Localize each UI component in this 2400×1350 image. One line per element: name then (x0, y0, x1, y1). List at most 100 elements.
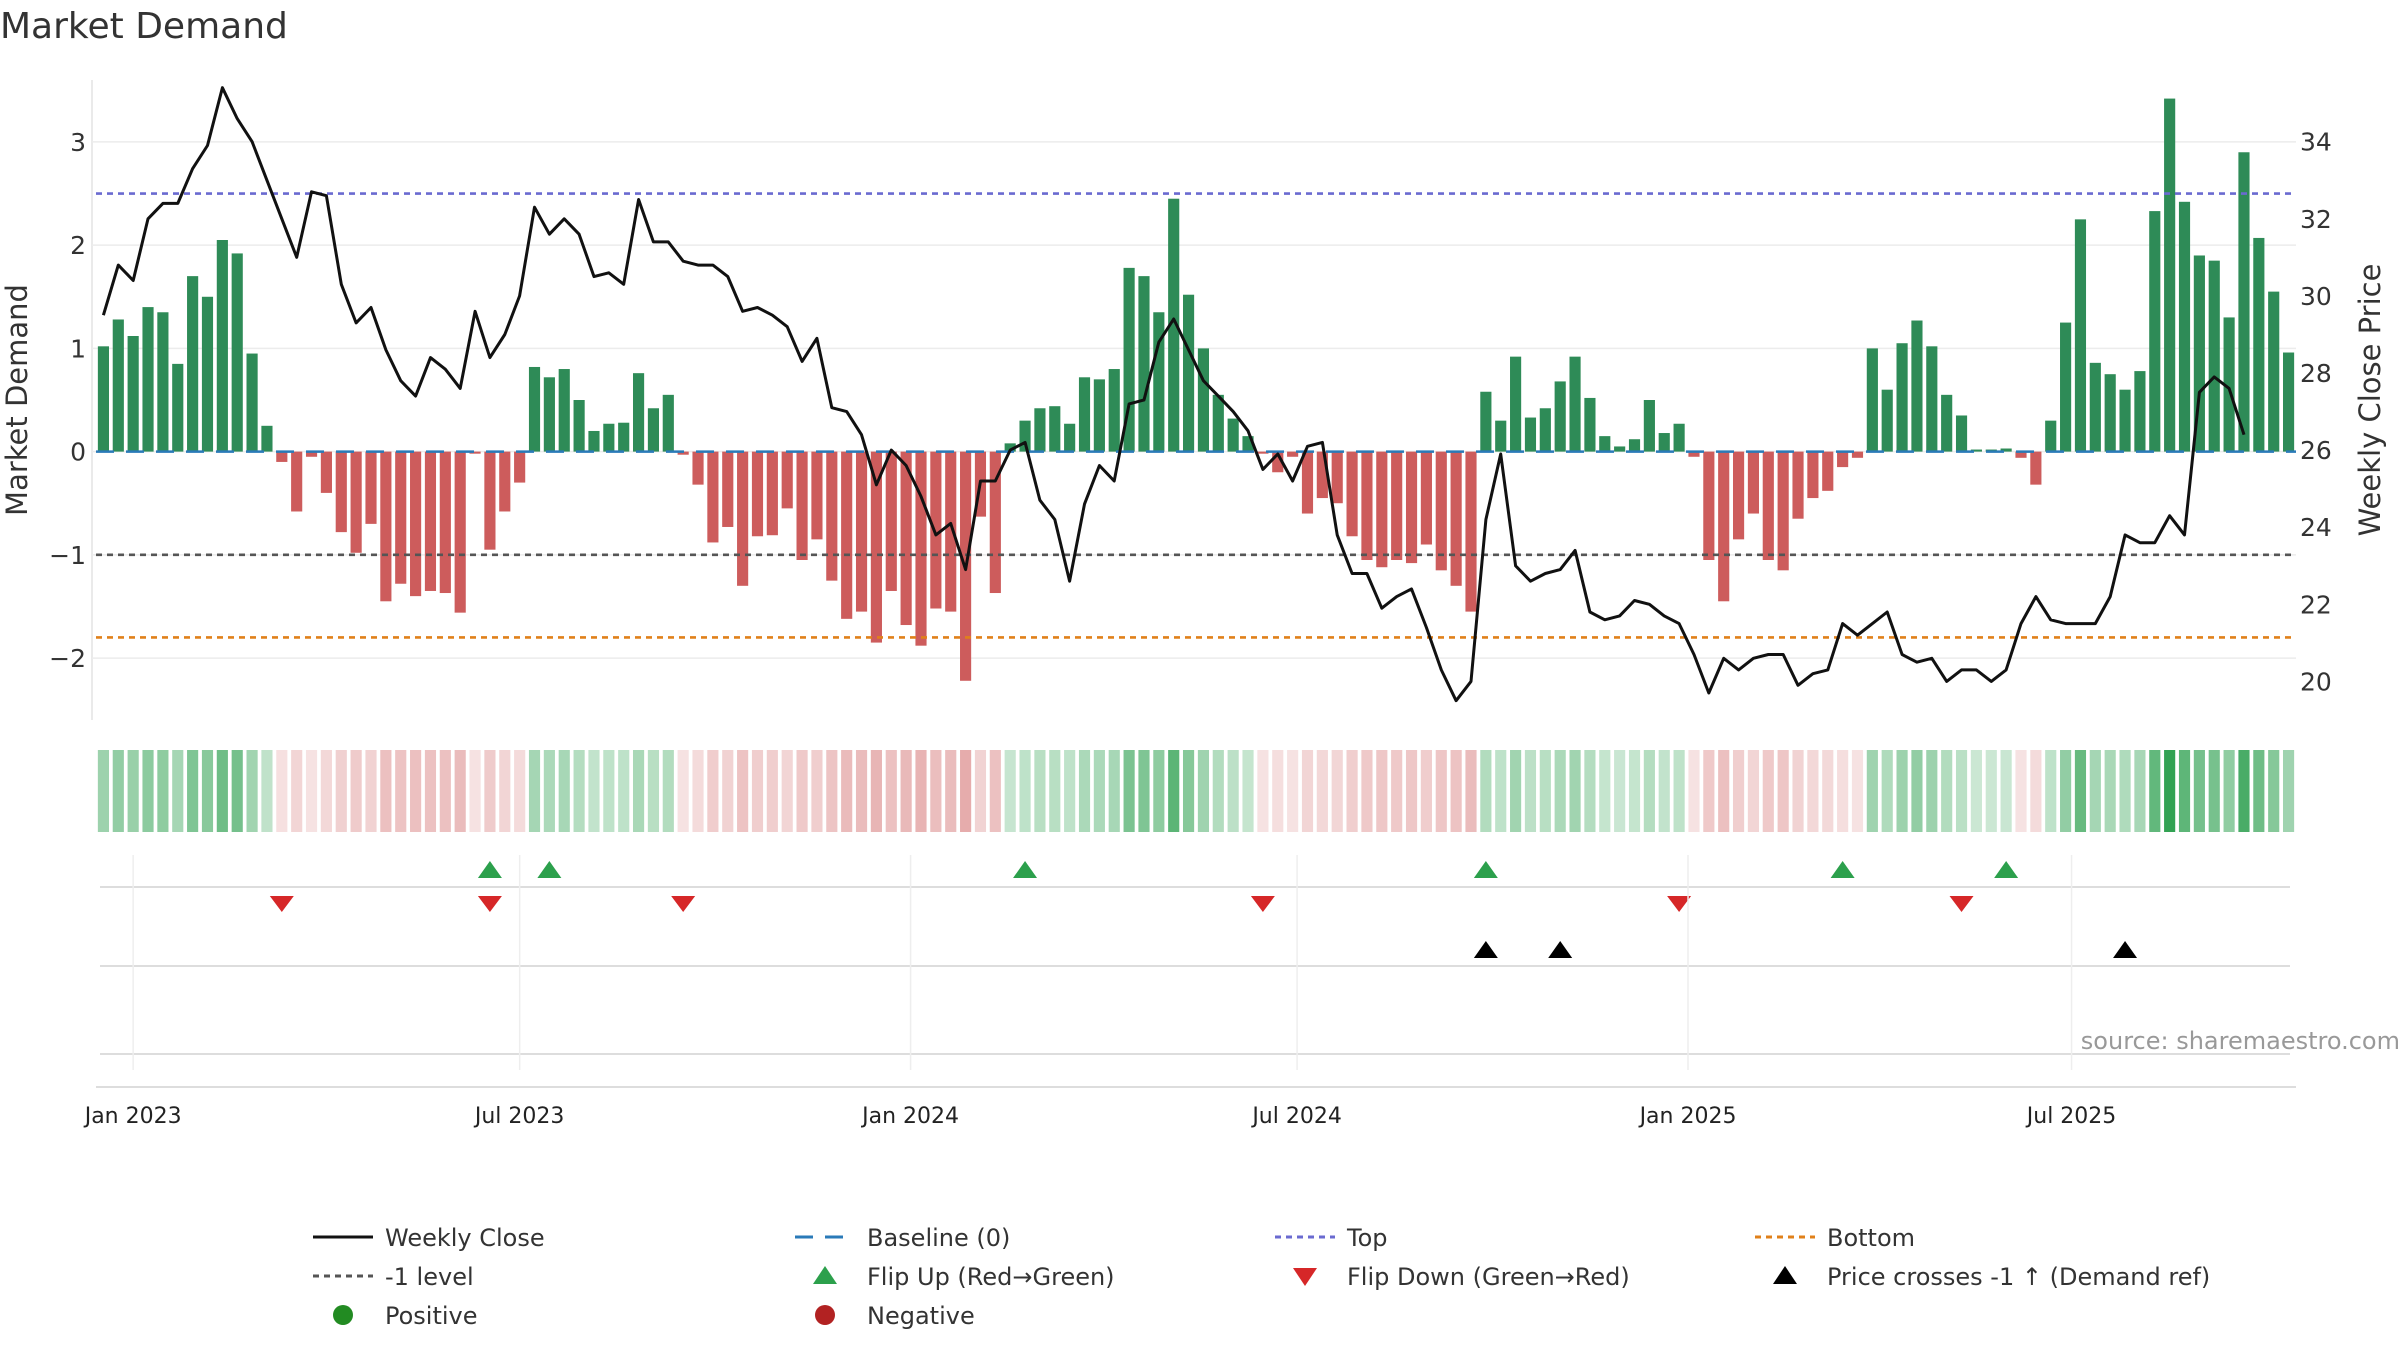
price-cross-marker (2113, 941, 2138, 958)
heat-cell-positive (1123, 750, 1135, 832)
heat-cell-positive (201, 750, 214, 832)
heat-cell-negative (885, 750, 897, 832)
heat-cell-positive (1093, 750, 1105, 832)
demand-bar-positive (112, 319, 124, 452)
chart-title: Market Demand (0, 6, 288, 47)
demand-bar-positive (127, 336, 139, 452)
heat-cell-positive (1911, 750, 1923, 832)
heat-cell-negative (1718, 750, 1730, 832)
flip-up-marker (1473, 861, 1498, 878)
heat-cell-positive (2268, 750, 2280, 832)
demand-bar-positive (1064, 423, 1076, 452)
heat-cell-negative (1807, 750, 1819, 832)
legend-item: Negative (815, 1302, 975, 1330)
heat-cell-negative (900, 750, 912, 832)
demand-bar-positive (632, 373, 645, 452)
triangle-up-icon (813, 1266, 837, 1284)
demand-bar-positive (2074, 219, 2087, 452)
demand-bar-negative (1361, 451, 1373, 560)
demand-bar-negative (781, 451, 793, 509)
demand-bar-positive (558, 369, 570, 452)
heat-cell-positive (1182, 750, 1195, 832)
demand-bar-negative (1465, 451, 1477, 612)
demand-bar-negative (350, 451, 362, 553)
heat-cell-positive (573, 750, 585, 832)
demand-bar-negative (291, 451, 303, 512)
demand-bar-negative (1703, 451, 1715, 560)
heat-cell-positive (2238, 750, 2250, 832)
demand-bar-negative (410, 451, 422, 597)
y-right-tick-label: 30 (2300, 282, 2332, 311)
legend-label: Price crosses -1 ↑ (Demand ref) (1827, 1263, 2210, 1291)
demand-bar-negative (766, 451, 778, 536)
heat-cell-positive (603, 750, 615, 832)
demand-bar-negative (1851, 451, 1864, 458)
demand-bar-negative (811, 451, 823, 540)
heat-cell-positive (1049, 750, 1061, 832)
demand-bar-positive (2134, 371, 2146, 452)
demand-bar-negative (855, 451, 868, 612)
heat-cell-positive (2000, 750, 2012, 832)
demand-bar-negative (320, 451, 332, 493)
flip-up-marker (1013, 861, 1038, 878)
demand-bar-positive (2178, 201, 2191, 452)
demand-bar-negative (692, 451, 704, 485)
heat-cell-positive (112, 750, 124, 832)
demand-bar-positive (1034, 408, 1046, 452)
weekly-close-line (101, 86, 2246, 703)
demand-bar-negative (1331, 451, 1343, 504)
demand-bar-positive (1599, 436, 1611, 452)
legend: Weekly Close Baseline (0) Top Bottom -1 leve… (313, 1224, 2210, 1330)
demand-bar-positive (1673, 423, 1685, 452)
heat-cell-negative (855, 750, 868, 832)
heat-cell-negative (1703, 750, 1715, 832)
flip-down-marker (1250, 896, 1275, 912)
demand-bar-positive (1138, 276, 1150, 452)
demand-bar-negative (1837, 451, 1849, 468)
heat-cell-positive (1569, 750, 1581, 832)
heat-cell-negative (1747, 750, 1760, 832)
demand-bar-positive (2238, 152, 2250, 452)
heat-cell-positive (1614, 750, 1626, 832)
heat-cell-positive (2119, 750, 2131, 832)
heat-cell-positive (2253, 750, 2265, 832)
heat-cell-negative (960, 750, 972, 832)
heat-cell-negative (811, 750, 823, 832)
heat-cell-positive (157, 750, 169, 832)
legend-item: Top (1275, 1224, 1388, 1252)
demand-bar-positive (618, 422, 630, 452)
heat-cell-negative (469, 750, 481, 832)
legend-item: -1 level (313, 1263, 474, 1291)
heat-cell-positive (2149, 750, 2161, 832)
demand-bar-negative (1405, 451, 1418, 564)
demand-bar-positive (1495, 420, 1507, 452)
demand-bar-negative (1287, 451, 1299, 457)
heat-cell-negative (1376, 750, 1388, 832)
heat-cell-positive (1643, 750, 1655, 832)
heat-cell-negative (781, 750, 793, 832)
demand-bar-positive (1569, 356, 1581, 452)
demand-bar-positive (2119, 389, 2131, 452)
y-right-tick-label: 28 (2300, 359, 2332, 388)
demand-bar-positive (1004, 443, 1016, 452)
triangle-down-icon (1293, 1268, 1317, 1286)
demand-bar-positive (1153, 312, 1165, 452)
demand-bar-negative (885, 451, 897, 591)
demand-bar-negative (1435, 451, 1447, 571)
date-tick-label: Jul 2024 (1250, 1104, 1342, 1129)
demand-bar-negative (826, 451, 838, 581)
demand-bar-positive (1896, 343, 1908, 452)
demand-bar-positive (1168, 198, 1180, 452)
demand-bar-positive (1108, 369, 1120, 452)
heat-cell-positive (1970, 750, 1982, 832)
demand-bar-negative (1346, 451, 1358, 537)
y-left-tick-label: 0 (70, 438, 86, 467)
demand-bar-negative (900, 451, 912, 626)
demand-bar-negative (989, 451, 1001, 594)
date-tick-label: Jul 2025 (2025, 1104, 2117, 1129)
legend-item: Baseline (0) (795, 1224, 1010, 1252)
legend-item: Flip Down (Green→Red) (1293, 1263, 1630, 1291)
demand-bar-positive (1881, 389, 1893, 452)
demand-bar-positive (142, 307, 154, 452)
